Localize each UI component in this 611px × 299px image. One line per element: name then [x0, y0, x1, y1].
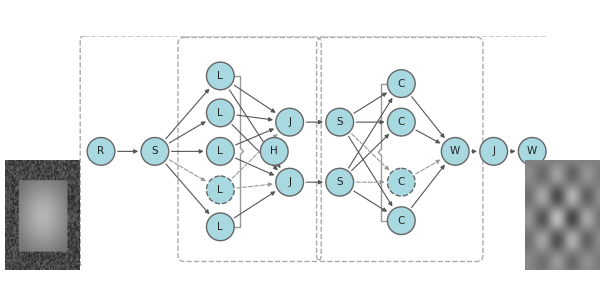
Circle shape [260, 138, 288, 165]
Circle shape [87, 138, 115, 165]
Circle shape [207, 62, 234, 90]
Circle shape [276, 108, 304, 136]
Circle shape [326, 108, 354, 136]
Circle shape [207, 99, 234, 127]
Circle shape [141, 138, 169, 165]
Text: L: L [218, 108, 223, 118]
Text: C: C [398, 177, 405, 187]
Circle shape [207, 213, 234, 241]
Circle shape [387, 207, 415, 234]
Circle shape [480, 138, 508, 165]
Text: L: L [218, 147, 223, 156]
Text: L: L [218, 71, 223, 81]
Text: H: H [271, 147, 278, 156]
Text: C: C [398, 216, 405, 226]
Circle shape [387, 70, 415, 97]
Text: C: C [398, 117, 405, 127]
Text: S: S [337, 177, 343, 187]
Text: L: L [218, 185, 223, 195]
Text: S: S [152, 147, 158, 156]
Circle shape [387, 168, 415, 196]
Circle shape [326, 168, 354, 196]
Text: J: J [288, 177, 291, 187]
Text: W: W [527, 147, 537, 156]
Circle shape [207, 176, 234, 204]
Text: J: J [492, 147, 495, 156]
Circle shape [441, 138, 469, 165]
Circle shape [276, 168, 304, 196]
Text: W: W [450, 147, 460, 156]
Circle shape [207, 138, 234, 165]
Circle shape [518, 138, 546, 165]
Text: C: C [398, 79, 405, 89]
Text: S: S [337, 117, 343, 127]
Text: R: R [97, 147, 104, 156]
Text: J: J [288, 117, 291, 127]
Circle shape [387, 108, 415, 136]
Text: L: L [218, 222, 223, 232]
